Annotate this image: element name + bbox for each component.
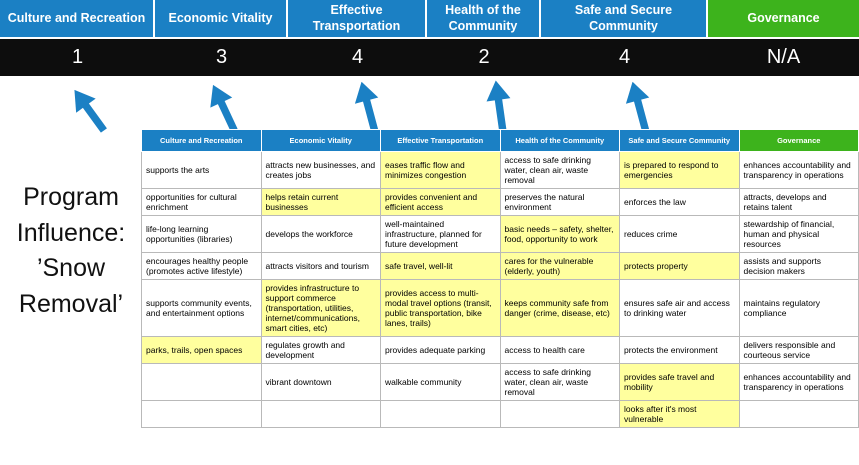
priority-column-culture: Culture and Recreation <box>0 0 155 39</box>
up-arrow-icon <box>341 76 395 137</box>
matrix-cell: provides infrastructure to support comme… <box>260 279 381 338</box>
page-title: Program Influence: ’Snow Removal’ <box>16 183 126 318</box>
matrix-cell: provides adequate parking <box>380 336 501 365</box>
matrix-cell: protects property <box>619 252 740 281</box>
priority-column-transportation: Effective Transportation <box>288 0 427 39</box>
matrix-cell: delivers responsible and courteous servi… <box>738 336 859 365</box>
matrix-cell: enhances accountability and transparency… <box>738 363 859 402</box>
matrix-cell: regulates growth and development <box>260 336 381 365</box>
table-row: supports community events, and entertain… <box>141 279 859 338</box>
matrix-cell: stewardship of financial, human and phys… <box>738 215 859 254</box>
matrix-cell: attracts, develops and retains talent <box>738 188 859 217</box>
matrix-cell: attracts visitors and tourism <box>260 252 381 281</box>
matrix-cell: helps retain current businesses <box>260 188 381 217</box>
matrix-cell: ensures safe air and access to drinking … <box>619 279 740 338</box>
priority-header-row: Culture and Recreation Economic Vitality… <box>0 0 859 39</box>
priority-column-economic: Economic Vitality <box>155 0 288 39</box>
up-arrow-icon <box>612 76 666 137</box>
matrix-cell: vibrant downtown <box>260 363 381 402</box>
priority-column-health: Health of the Community <box>427 0 541 39</box>
matrix-header: Governance <box>738 129 859 152</box>
matrix-cell: protects the environment <box>619 336 740 365</box>
matrix-cell: supports the arts <box>141 150 262 190</box>
influence-table-grid: Culture and Recreation Economic Vitality E… <box>141 129 859 429</box>
matrix-cell: provides access to multi-modal travel op… <box>380 279 501 338</box>
matrix-cell: access to safe drinking water, clean air… <box>499 150 620 190</box>
matrix-cell: basic needs – safety, shelter, food, opp… <box>499 215 620 254</box>
matrix-cell: provides safe travel and mobility <box>619 363 740 402</box>
matrix-header: Culture and Recreation <box>141 129 262 152</box>
matrix-cell: provides convenient and efficient access <box>380 188 501 217</box>
matrix-cell: keeps community safe from danger (crime,… <box>499 279 620 338</box>
matrix-cell: assists and supports decision makers <box>738 252 859 281</box>
matrix-cell: reduces crime <box>619 215 740 254</box>
table-row: encourages healthy people (promotes acti… <box>141 252 859 281</box>
matrix-cell: access to health care <box>499 336 620 365</box>
table-row: opportunities for cultural enrichment hel… <box>141 188 859 217</box>
table-row: vibrant downtown walkable community access… <box>141 363 859 402</box>
table-row: supports the arts attracts new businesses… <box>141 150 859 190</box>
matrix-cell: attracts new businesses, and creates job… <box>260 150 381 190</box>
matrix-cell: maintains regulatory compliance <box>738 279 859 338</box>
matrix-cell: walkable community <box>380 363 501 402</box>
matrix-cell: supports community events, and entertain… <box>141 279 262 338</box>
up-arrow-icon <box>194 76 254 141</box>
matrix-cell <box>141 400 262 429</box>
priority-column-governance: Governance <box>708 0 859 39</box>
matrix-cell <box>738 400 859 429</box>
matrix-cell: encourages healthy people (promotes acti… <box>141 252 262 281</box>
matrix-cell: life-long learning opportunities (librar… <box>141 215 262 254</box>
matrix-cell <box>499 400 620 429</box>
influence-table: Culture and Recreation Economic Vitality E… <box>141 129 859 429</box>
score-governance: N/A <box>766 46 801 68</box>
score-economic: 3 <box>215 46 228 68</box>
matrix-cell: looks after it's most vulnerable <box>619 400 740 429</box>
table-row: life-long learning opportunities (librar… <box>141 215 859 254</box>
matrix-cell: preserves the natural environment <box>499 188 620 217</box>
score-safety: 4 <box>618 46 631 68</box>
matrix-header: Safe and Secure Community <box>619 129 740 152</box>
matrix-cell: cares for the vulnerable (elderly, youth… <box>499 252 620 281</box>
matrix-cell <box>141 363 262 402</box>
matrix-cell: well-maintained infrastructure, planned … <box>380 215 501 254</box>
matrix-cell <box>260 400 381 429</box>
matrix-cell: access to safe drinking water, clean air… <box>499 363 620 402</box>
matrix-header: Economic Vitality <box>260 129 381 152</box>
table-row: looks after it's most vulnerable <box>141 400 859 429</box>
up-arrow-icon <box>57 78 122 145</box>
matrix-cell: safe travel, well-lit <box>380 252 501 281</box>
matrix-cell: develops the workforce <box>260 215 381 254</box>
score-health: 2 <box>478 46 490 68</box>
matrix-cell: is prepared to respond to emergencies <box>619 150 740 190</box>
matrix-cell: eases traffic flow and minimizes congest… <box>380 150 501 190</box>
up-arrow-icon <box>475 78 524 135</box>
table-row: parks, trails, open spaces regulates grow… <box>141 336 859 365</box>
matrix-cell: parks, trails, open spaces <box>141 336 262 365</box>
matrix-cell <box>380 400 501 429</box>
priority-column-safety: Safe and Secure Community <box>541 0 708 39</box>
matrix-cell: enforces the law <box>619 188 740 217</box>
matrix-header: Health of the Community <box>499 129 620 152</box>
matrix-cell: enhances accountability and transparency… <box>738 150 859 190</box>
score-transportation: 4 <box>351 46 364 68</box>
matrix-cell: opportunities for cultural enrichment <box>141 188 262 217</box>
matrix-header: Effective Transportation <box>380 129 501 152</box>
score-culture: 1 <box>71 46 84 68</box>
score-row: 1 3 4 2 4 N/A <box>0 39 859 76</box>
